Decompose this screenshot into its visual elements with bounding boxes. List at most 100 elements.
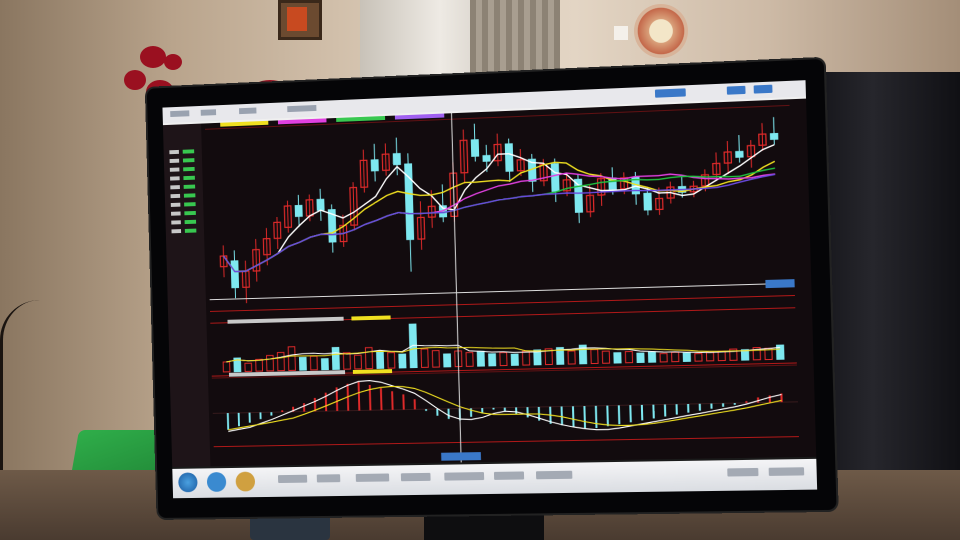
light-switch [614,26,628,40]
volume-bar [648,352,655,362]
legend-value [183,167,195,171]
candle-wick [774,117,775,145]
moving-average-line [221,144,777,272]
panel-divider [214,437,799,447]
volume-bar [365,348,372,369]
volume-bar [522,351,529,365]
macd-histogram-bar [573,406,574,427]
macd-histogram-bar [359,382,360,411]
candle [551,164,559,191]
candle-wick [463,130,465,184]
volume-bar [444,354,451,367]
wall-picture [278,0,322,40]
legend-value [184,202,196,206]
macd-histogram-bar [562,406,563,425]
legend-value [183,176,195,180]
legend-label [171,194,181,198]
candle-wick [245,261,246,304]
candle [771,134,778,140]
volume-bar [223,362,230,372]
indicator-tag [227,317,343,324]
legend-value [185,229,197,233]
start-button[interactable] [178,472,198,492]
candle [483,156,490,162]
indicator-tag [220,121,268,127]
volume-bar [321,359,328,370]
volume-bar [568,351,575,364]
candle [575,179,583,212]
candle [295,205,302,216]
volume-bar [388,353,395,369]
legend-value [183,158,195,162]
macd-histogram-bar [381,388,382,410]
legend-value [184,185,196,189]
indicator-tag [351,315,390,320]
candle-wick [256,239,257,282]
volume-bar [672,352,679,361]
candle-wick [751,140,752,168]
legend-label [170,168,180,172]
legend-value [184,211,196,215]
volume-bar [399,354,406,368]
indicator-tag [336,116,385,122]
volume-ma-line [226,339,780,363]
volume-bar [683,353,690,362]
volume-bar [354,355,361,369]
volume-bar [343,353,350,370]
candle-wick [363,150,364,193]
legend-label [171,211,181,215]
volume-bar [267,355,274,371]
volume-bar [277,352,284,370]
volume-bar [511,354,518,365]
panel-divider [210,295,795,311]
stock-chart-svg[interactable] [163,99,816,467]
candle [644,193,651,210]
crosshair-price-tag [765,279,794,288]
chart-left-panel [163,124,210,467]
volume-bar [614,353,621,363]
candle-wick [762,123,763,151]
macd-histogram-bar [370,385,371,410]
monitor [147,59,837,518]
pc-tower [814,72,960,502]
legend-label [171,220,181,224]
taskbar-app-icon[interactable] [235,472,255,492]
stock-chart[interactable] [163,99,816,467]
candle [736,151,743,157]
volume-bar [706,352,713,361]
volume-bar [288,347,295,371]
macd-histogram-bar [326,393,327,411]
moving-average-line [222,165,778,271]
legend-label [170,159,180,163]
legend-value [183,149,195,153]
candle [471,140,478,156]
volume-bar [256,359,263,371]
legend-label [171,229,181,233]
volume-bar [591,349,598,363]
candle-wick [223,245,224,277]
candle [371,160,378,171]
indicator-tag [278,118,327,124]
volume-bar [310,356,317,370]
legend-value [184,193,196,197]
macd-histogram-bar [392,391,393,410]
legend-label [171,203,181,207]
macd-histogram-bar [584,406,585,428]
candle-wick [716,152,717,180]
taskbar-app-icon[interactable] [207,472,227,492]
candle [231,261,238,288]
candle-wick [520,149,521,176]
macd-histogram-bar [596,406,597,428]
volume-ma-line [226,336,780,363]
indicator-tag [353,369,392,374]
volume-bar [489,354,496,366]
volume-bar [421,349,428,367]
volume-bar [500,353,507,366]
legend-label [169,150,179,154]
candle-wick [739,135,740,163]
monitor-screen [162,80,817,498]
volume-bar [299,357,306,370]
macd-histogram-bar [607,406,608,427]
candle [393,154,400,165]
